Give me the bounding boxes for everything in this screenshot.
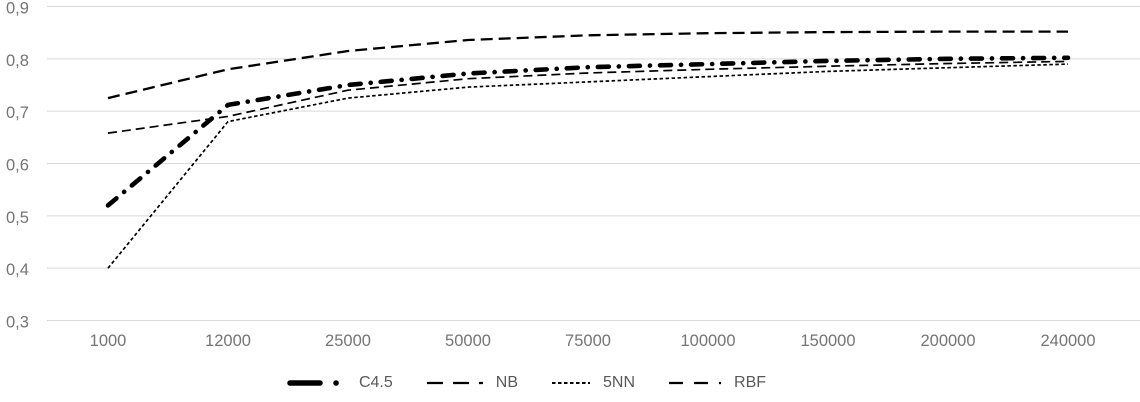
series-line-c45 xyxy=(105,55,1071,208)
legend-item-rbf: RBF xyxy=(665,375,766,391)
legend-item-5nn: 5NN xyxy=(548,375,635,391)
y-axis-tick-label: 0,6 xyxy=(6,157,29,175)
x-axis-tick-label: 200000 xyxy=(920,332,975,350)
x-axis-tick-label: 150000 xyxy=(800,332,855,350)
x-axis-tick-label: 12000 xyxy=(205,332,251,350)
series-line-nb xyxy=(107,60,1069,134)
y-axis-tick-label: 0,3 xyxy=(6,314,29,332)
legend-swatch-thick-dash-dot xyxy=(287,380,349,386)
y-axis-tick-label: 0,7 xyxy=(6,104,29,122)
series-line-rbf xyxy=(107,30,1068,100)
y-axis-tick-label: 0,5 xyxy=(6,209,29,227)
x-axis-tick-label: 100000 xyxy=(680,332,735,350)
legend-item-c45: C4.5 xyxy=(286,375,393,391)
legend-label: NB xyxy=(495,374,518,391)
legend-swatch-long-dash xyxy=(669,381,722,385)
x-axis-tick-label: 240000 xyxy=(1040,332,1095,350)
x-axis-tick-label: 25000 xyxy=(325,332,371,350)
legend-label: C4.5 xyxy=(358,374,393,391)
y-axis-tick-label: 0,8 xyxy=(6,52,29,70)
chart-legend: C4.5 NB 5NN RBF xyxy=(0,368,1096,398)
series-line-5nn xyxy=(107,63,1069,269)
y-axis-tick-label: 0,4 xyxy=(6,261,29,279)
x-axis-tick-label: 50000 xyxy=(445,332,491,350)
legend-swatch-dash xyxy=(426,381,483,385)
x-axis-tick-label: 1000 xyxy=(90,332,127,350)
legend-swatch-fine-dot xyxy=(552,382,590,384)
plot-area: 0,9 0,8 0,7 0,6 0,5 0,4 0,3 1000 12000 25000 50000… xyxy=(6,0,1140,350)
x-axis-tick-label: 75000 xyxy=(565,332,611,350)
y-axis-tick-label: 0,9 xyxy=(6,0,29,18)
legend-label: 5NN xyxy=(603,374,636,391)
legend-item-nb: NB xyxy=(423,375,518,391)
legend-label: RBF xyxy=(734,374,767,391)
